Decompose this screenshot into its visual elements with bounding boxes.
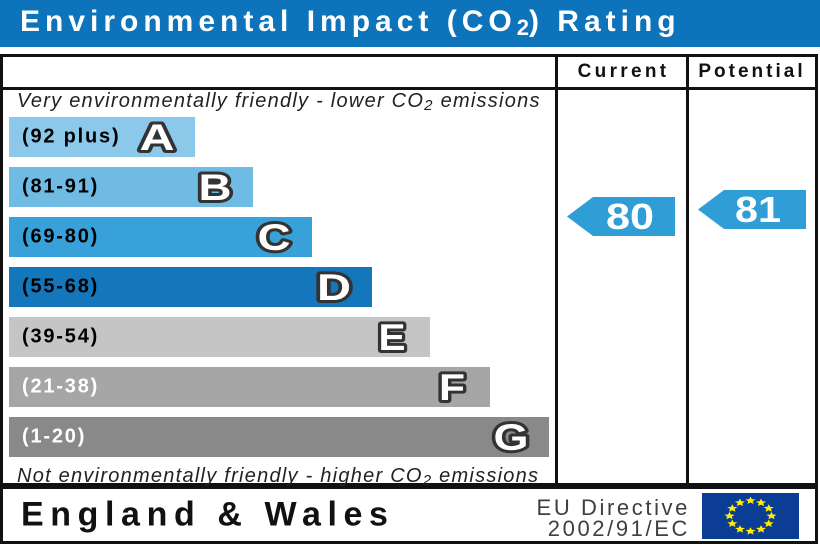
svg-text:80: 80 — [606, 197, 654, 236]
svg-text:81: 81 — [735, 190, 781, 229]
svg-text:A: A — [140, 117, 175, 158]
svg-text:E: E — [379, 317, 406, 358]
svg-text:C: C — [258, 217, 291, 258]
svg-text:G: G — [494, 417, 529, 458]
svg-text:F: F — [439, 367, 465, 408]
svg-text:B: B — [199, 167, 232, 208]
svg-text:D: D — [317, 267, 351, 308]
